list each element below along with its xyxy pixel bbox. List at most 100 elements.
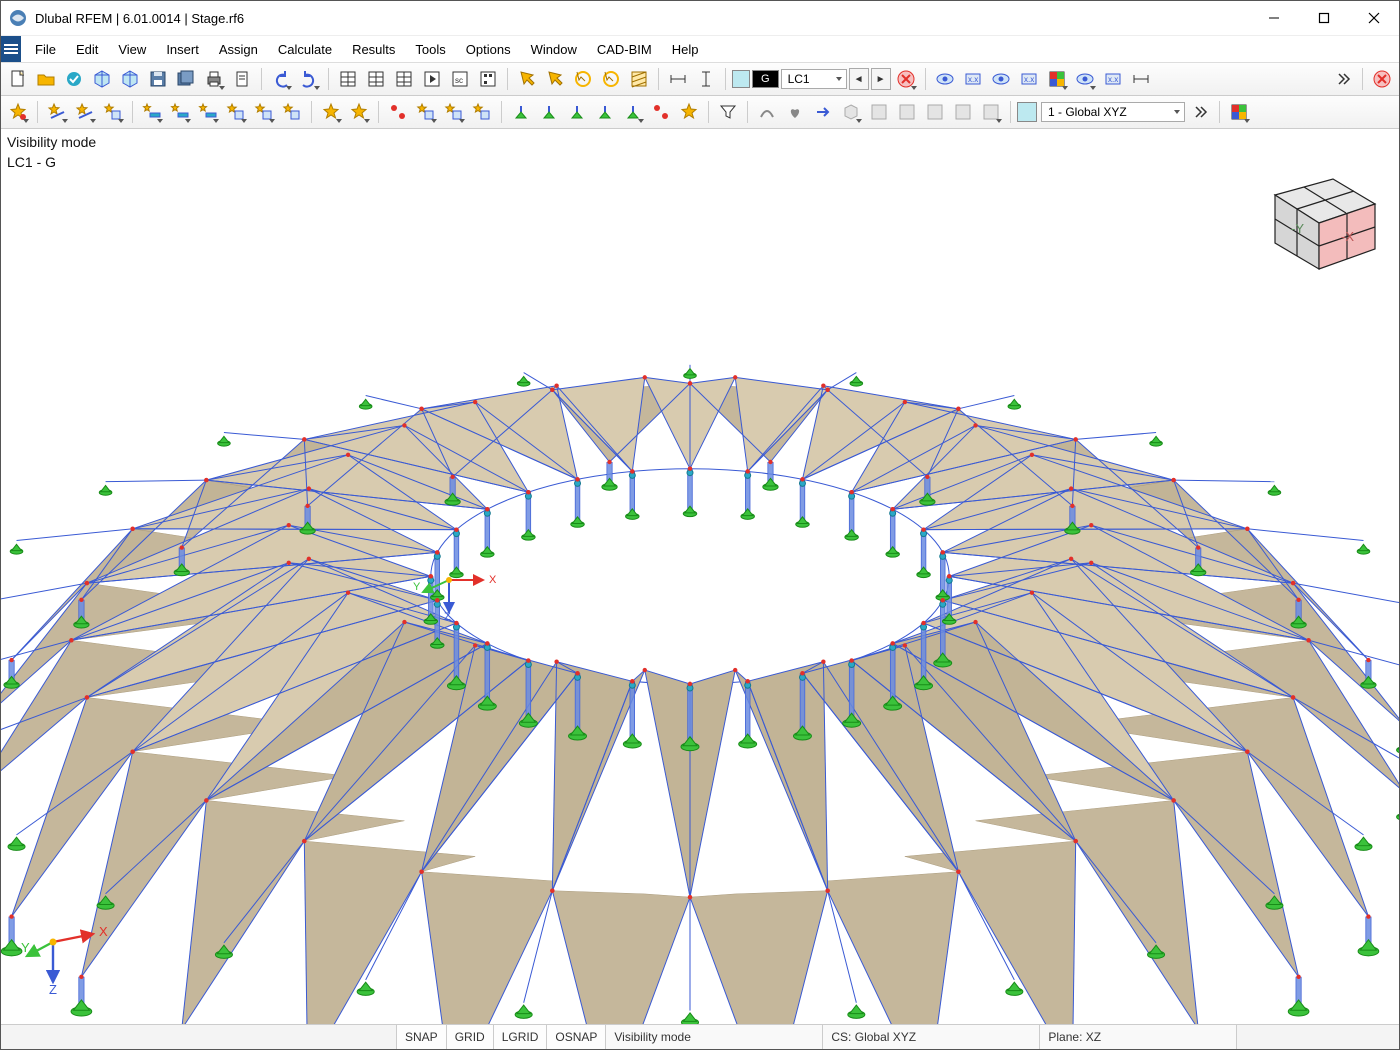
menu-assign[interactable]: Assign [209,36,268,62]
new-line-button[interactable] [44,99,70,125]
expand-toolbar-button[interactable] [1330,66,1356,92]
new-surface-button[interactable] [223,99,249,125]
view-xxx-button[interactable]: x.x [960,66,986,92]
tables-button[interactable] [335,66,361,92]
model-button[interactable] [89,66,115,92]
select-lasso-button[interactable] [598,66,624,92]
grey-c-button[interactable] [978,99,1004,125]
view-iso-button[interactable] [932,66,958,92]
arrow-l-button[interactable] [810,99,836,125]
new-support-button[interactable] [318,99,344,125]
copy-button[interactable] [385,99,411,125]
cancel-button[interactable] [1369,66,1395,92]
select-window-button[interactable] [542,66,568,92]
maximize-button[interactable] [1299,1,1349,35]
lc-next-button[interactable]: ► [871,68,891,90]
script-button[interactable] [419,66,445,92]
rotate-button[interactable] [469,99,495,125]
colors-button[interactable] [1044,66,1070,92]
new-member-button[interactable] [139,99,165,125]
cube-face-x[interactable]: -X [1341,229,1354,244]
membranes [1,377,1399,1024]
view-eye2-button[interactable] [988,66,1014,92]
calc-button[interactable] [475,66,501,92]
script-console-button[interactable]: sc [447,66,473,92]
new-rect-button[interactable] [100,99,126,125]
load-m-button[interactable] [536,99,562,125]
osnap-toggle[interactable]: OSNAP [547,1025,606,1049]
view-settings-button[interactable] [1226,99,1252,125]
snap-toggle[interactable]: SNAP [397,1025,447,1049]
new-button[interactable] [5,66,31,92]
dim-h-button[interactable] [665,66,691,92]
menu-cad-bim[interactable]: CAD-BIM [587,36,662,62]
menu-view[interactable]: View [108,36,156,62]
menu-options[interactable]: Options [456,36,521,62]
lc-combo[interactable]: LC1 [781,69,847,89]
coord-system-combo[interactable]: 1 - Global XYZ [1041,102,1185,122]
expand-toolbar2-button[interactable] [1187,99,1213,125]
results-xxx-button[interactable]: x.x [1100,66,1126,92]
redo-button[interactable] [296,66,322,92]
view-nav-cube[interactable]: -Y -X [1249,149,1389,279]
grey-cube-button[interactable] [838,99,864,125]
panel-button[interactable] [391,66,417,92]
menu-calculate[interactable]: Calculate [268,36,342,62]
new-polyline-button[interactable] [72,99,98,125]
menu-tools[interactable]: Tools [405,36,455,62]
dim-v-button[interactable] [693,66,719,92]
new-solid-button[interactable] [279,99,305,125]
load-s-button[interactable] [592,99,618,125]
ribbon-toggle-button[interactable] [1,36,21,62]
viewport-3d[interactable]: Visibility mode LC1 - G X Y Z [1,129,1399,1024]
load-node-button[interactable] [648,99,674,125]
heart-button[interactable] [782,99,808,125]
save-all-button[interactable] [173,66,199,92]
grey-line-button[interactable] [894,99,920,125]
results-dim-button[interactable] [1128,66,1154,92]
save-button[interactable] [145,66,171,92]
grey-a-button[interactable] [922,99,948,125]
print-button[interactable] [201,66,227,92]
navigator-button[interactable] [363,66,389,92]
load-n-button[interactable] [508,99,534,125]
cube-face-y[interactable]: -Y [1291,221,1304,236]
new-hinge-button[interactable] [346,99,372,125]
filter-button[interactable] [715,99,741,125]
select-button[interactable] [514,66,540,92]
move-button[interactable] [441,99,467,125]
lc-filter-button[interactable] [893,66,919,92]
toolbar-separator [708,101,709,123]
new-member3-button[interactable] [195,99,221,125]
load-l-button[interactable] [564,99,590,125]
grey-b-button[interactable] [950,99,976,125]
mirror-button[interactable] [413,99,439,125]
menu-edit[interactable]: Edit [66,36,108,62]
close-button[interactable] [1349,1,1399,35]
lc-prev-button[interactable]: ◄ [849,68,869,90]
report-button[interactable] [229,66,255,92]
new-member2-button[interactable] [167,99,193,125]
grid-toggle[interactable]: GRID [447,1025,494,1049]
grey-up-button[interactable] [866,99,892,125]
load-gen-button[interactable] [676,99,702,125]
new-opening-button[interactable] [251,99,277,125]
menu-insert[interactable]: Insert [156,36,209,62]
view-xxx2-button[interactable]: x.x [1016,66,1042,92]
curve-button[interactable] [754,99,780,125]
open-button[interactable] [33,66,59,92]
new-node-button[interactable] [5,99,31,125]
lgrid-toggle[interactable]: LGRID [494,1025,548,1049]
select-hatch-button[interactable] [626,66,652,92]
view-eye3-button[interactable] [1072,66,1098,92]
menu-file[interactable]: File [25,36,66,62]
undo-button[interactable] [268,66,294,92]
select-circle-button[interactable] [570,66,596,92]
menu-window[interactable]: Window [521,36,587,62]
project-button[interactable] [61,66,87,92]
minimize-button[interactable] [1249,1,1299,35]
load-f-button[interactable] [620,99,646,125]
model2-button[interactable] [117,66,143,92]
menu-results[interactable]: Results [342,36,405,62]
menu-help[interactable]: Help [662,36,709,62]
